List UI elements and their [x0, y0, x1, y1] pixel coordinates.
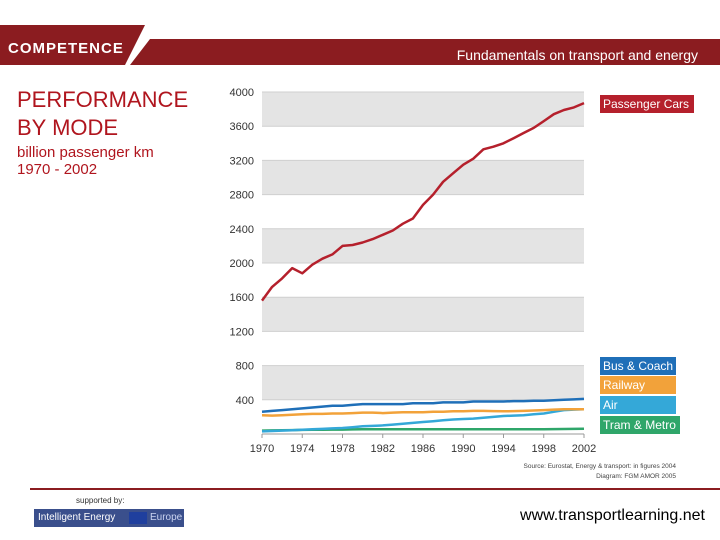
y-tick-label: 2000 [230, 258, 254, 270]
chart-band [262, 365, 584, 400]
source-note: Source: Eurostat, Energy & transport: in… [524, 463, 677, 470]
eu-flag-icon [129, 512, 147, 524]
footer-divider [30, 488, 720, 490]
x-tick-label: 2002 [572, 443, 596, 455]
slide-title-line1: PERFORMANCE [17, 87, 189, 112]
slide-subtitle: billion passenger km 1970 - 2002 [17, 144, 154, 178]
chart-band [262, 160, 584, 195]
slide-title-line2: BY MODE [17, 115, 119, 140]
x-tick-label: 1970 [250, 443, 274, 455]
y-tick-label: 2800 [230, 190, 254, 202]
competence-logo: COMPETENCE [8, 40, 124, 57]
legend-bus-coach: Bus & Coach [600, 357, 676, 375]
diagram-credit: Diagram: FGM AMOR 2005 [596, 473, 676, 480]
y-tick-label: 2400 [230, 224, 254, 236]
x-tick-label: 1998 [532, 443, 556, 455]
slide-subtitle-line1: billion passenger km [17, 144, 154, 161]
performance-chart: 400 800 1200 1600 2000 2400 2800 3200 3600 4000 19… [230, 87, 677, 480]
intelligent-energy-logo-europe: Europe [150, 512, 183, 523]
slide-subtitle-line2: 1970 - 2002 [17, 161, 98, 178]
header-banner [0, 25, 720, 65]
series-line-air [261, 407, 585, 433]
website-url: www.transportlearning.net [520, 507, 705, 524]
y-tick-label: 1600 [230, 292, 254, 304]
x-tick-label: 1994 [491, 443, 515, 455]
legend-air: Air [600, 396, 676, 414]
legend-passenger-cars: Passenger Cars [600, 95, 694, 113]
x-tick-label: 1982 [371, 443, 395, 455]
header-title: Fundamentals on transport and energy [456, 47, 698, 63]
x-tick-label: 1990 [451, 443, 475, 455]
series-line-bus-coach [261, 397, 585, 414]
slide-title: PERFORMANCE BY MODE [17, 86, 188, 142]
y-tick-label: 4000 [230, 87, 254, 99]
chart-band [262, 228, 584, 263]
intelligent-energy-logo: Intelligent Energy Europe [34, 509, 184, 527]
chart-band [262, 92, 584, 127]
legend-railway: Railway [600, 376, 676, 394]
x-tick-label: 1974 [290, 443, 314, 455]
x-tick-label: 1986 [411, 443, 435, 455]
chart-band [262, 297, 584, 332]
y-tick-label: 800 [236, 361, 254, 373]
x-tick-label: 1978 [330, 443, 354, 455]
y-tick-label: 400 [236, 395, 254, 407]
y-tick-label: 3200 [230, 155, 254, 167]
supported-by-label: supported by: [76, 496, 125, 505]
y-tick-label: 3600 [230, 121, 254, 133]
header-banner-shape [0, 25, 720, 65]
series-line-railway [261, 407, 584, 417]
legend-tram-metro: Tram & Metro [600, 416, 680, 434]
series-line-passenger-cars [260, 101, 585, 302]
y-tick-label: 1200 [230, 326, 254, 338]
intelligent-energy-logo-text: Intelligent Energy [38, 512, 116, 523]
